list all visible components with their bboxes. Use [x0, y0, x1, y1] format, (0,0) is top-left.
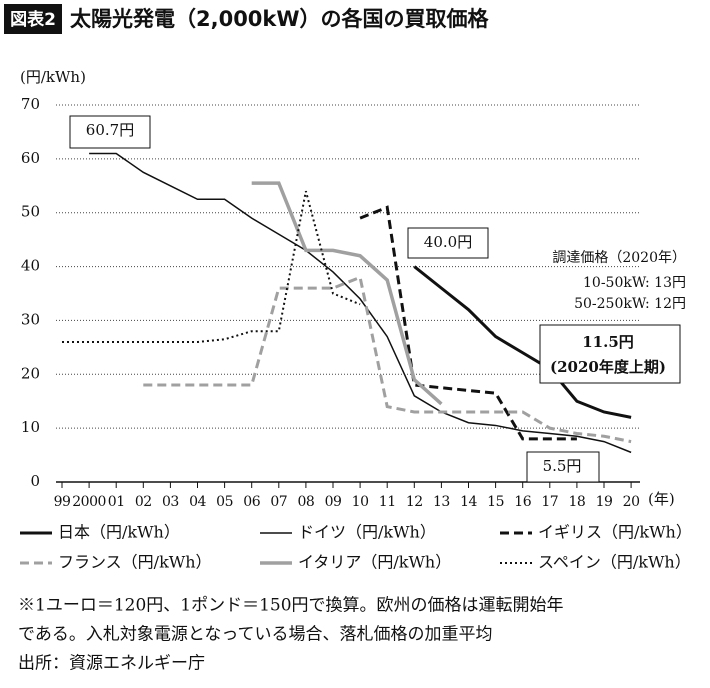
y-tick-label: 0 — [30, 472, 40, 490]
x-tick-label: 09 — [325, 494, 342, 510]
annotation: (2020年度上期) — [550, 358, 666, 376]
y-tick-label: 70 — [21, 95, 40, 113]
series-line — [143, 275, 632, 444]
x-tick-label: 2000 — [72, 494, 106, 510]
series-line — [413, 265, 632, 419]
series-line — [62, 190, 361, 343]
annotation: 5.5円 — [543, 457, 582, 475]
y-tick-label: 50 — [21, 203, 40, 221]
footnote: ※1ユーロ＝120円、1ポンド＝150円で換算。欧州の価格は運転開始年 — [18, 596, 564, 616]
x-tick-label: 10 — [352, 494, 369, 510]
annotation-box — [407, 227, 489, 259]
footnote: 出所：資源エネルギー庁 — [18, 654, 205, 674]
legend-label: フランス（円/kWh） — [58, 553, 212, 572]
chart-title: 太陽光発電（2,000kW）の各国の買取価格 — [70, 7, 490, 31]
legend-label: イタリア（円/kWh） — [298, 553, 451, 572]
legend-label: スペイン（円/kWh） — [538, 553, 691, 572]
annotation-box — [539, 324, 681, 384]
annotation: 10-50kW: 13円 — [583, 275, 686, 291]
series-line — [251, 181, 443, 406]
x-tick-label: 15 — [487, 494, 504, 510]
badge: 図表2 — [10, 9, 56, 30]
x-tick-label: 16 — [514, 494, 531, 510]
series-line — [89, 152, 632, 454]
x-tick-label: 19 — [596, 494, 613, 510]
y-tick-label: 20 — [21, 364, 40, 382]
x-unit: (年) — [648, 490, 675, 508]
badge-bg — [4, 4, 62, 34]
annotation: 60.7円 — [86, 121, 134, 139]
annotation: 40.0円 — [424, 233, 472, 251]
legend-label: イギリス（円/kWh） — [538, 523, 692, 542]
y-tick-label: 60 — [21, 149, 40, 167]
legend-label: 日本（円/kWh） — [58, 523, 180, 542]
footnote: である。入札対象電源となっている場合、落札価格の加重平均 — [18, 625, 492, 645]
annotation-box — [69, 115, 151, 149]
x-tick-label: 20 — [623, 494, 640, 510]
x-tick-label: 07 — [270, 494, 287, 510]
x-tick-label: 99 — [54, 494, 71, 510]
x-tick-label: 12 — [406, 494, 423, 510]
x-tick-label: 08 — [297, 494, 314, 510]
x-tick-label: 04 — [189, 494, 206, 510]
y-tick-label: 40 — [21, 257, 40, 275]
x-tick-label: 02 — [135, 494, 152, 510]
legend-label: ドイツ（円/kWh） — [298, 523, 436, 542]
x-tick-label: 01 — [108, 494, 125, 510]
x-tick-label: 03 — [162, 494, 179, 510]
x-tick-label: 05 — [216, 494, 233, 510]
annotation: 11.5円 — [582, 333, 634, 351]
x-tick-label: 17 — [541, 494, 558, 510]
x-tick-label: 13 — [433, 494, 450, 510]
x-tick-label: 06 — [243, 494, 260, 510]
x-tick-label: 14 — [460, 494, 477, 510]
y-axis-label: (円/kWh) — [20, 68, 86, 86]
annotation: 50-250kW: 12円 — [574, 296, 686, 312]
annotation: 調達価格（2020年） — [552, 250, 686, 266]
series-line — [359, 205, 577, 441]
x-tick-label: 18 — [568, 494, 585, 510]
y-tick-label: 30 — [21, 310, 40, 328]
annotation-box — [526, 451, 600, 483]
x-tick-label: 11 — [379, 494, 396, 510]
y-tick-label: 10 — [21, 418, 40, 436]
